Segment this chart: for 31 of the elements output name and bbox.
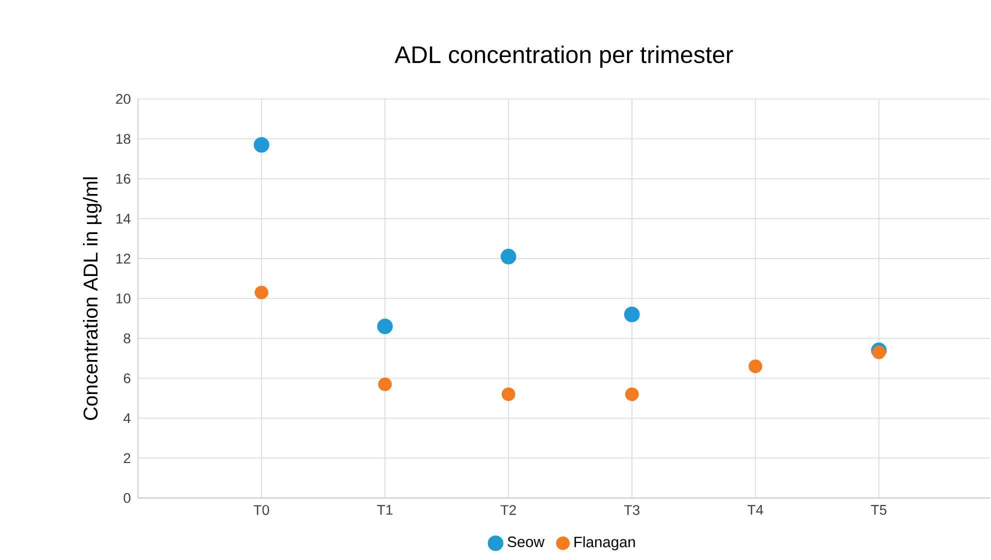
- x-tick-label: T0: [254, 505, 270, 515]
- x-tick-label: T3: [624, 505, 640, 515]
- y-tick-label: 12: [116, 254, 130, 264]
- point: [378, 377, 392, 392]
- y-tick-label: 14: [116, 214, 131, 224]
- point: [254, 137, 270, 153]
- y-tick-label: 16: [116, 174, 130, 184]
- y-tick-label: 10: [116, 294, 130, 304]
- point: [254, 286, 268, 300]
- x-tick-label: T4: [748, 505, 764, 515]
- legend-label: Seow: [508, 536, 544, 548]
- y-tick-label: 8: [124, 333, 130, 344]
- y-tick-label: 18: [116, 134, 130, 144]
- point: [872, 346, 886, 360]
- x-tick-label: T2: [500, 505, 516, 515]
- y-tick-label: 6: [124, 373, 130, 384]
- y-tick-label: 2: [124, 453, 130, 463]
- y-tick-label: 20: [116, 94, 130, 104]
- chart-title: ADL concentration per trimester: [394, 46, 733, 68]
- y-tick-label: 4: [123, 413, 131, 424]
- point: [377, 318, 393, 334]
- y-tick-label: 0: [124, 493, 130, 503]
- x-tick-label: T5: [871, 505, 886, 515]
- y-axis-title: Concentration ADL in µg/ml: [82, 177, 102, 420]
- point: [500, 248, 516, 264]
- point: [624, 306, 640, 322]
- x-tick-label: T1: [377, 505, 392, 515]
- point: [748, 360, 762, 374]
- point: [502, 387, 516, 402]
- legend-label: Flanagan: [574, 536, 635, 550]
- point: [625, 387, 639, 402]
